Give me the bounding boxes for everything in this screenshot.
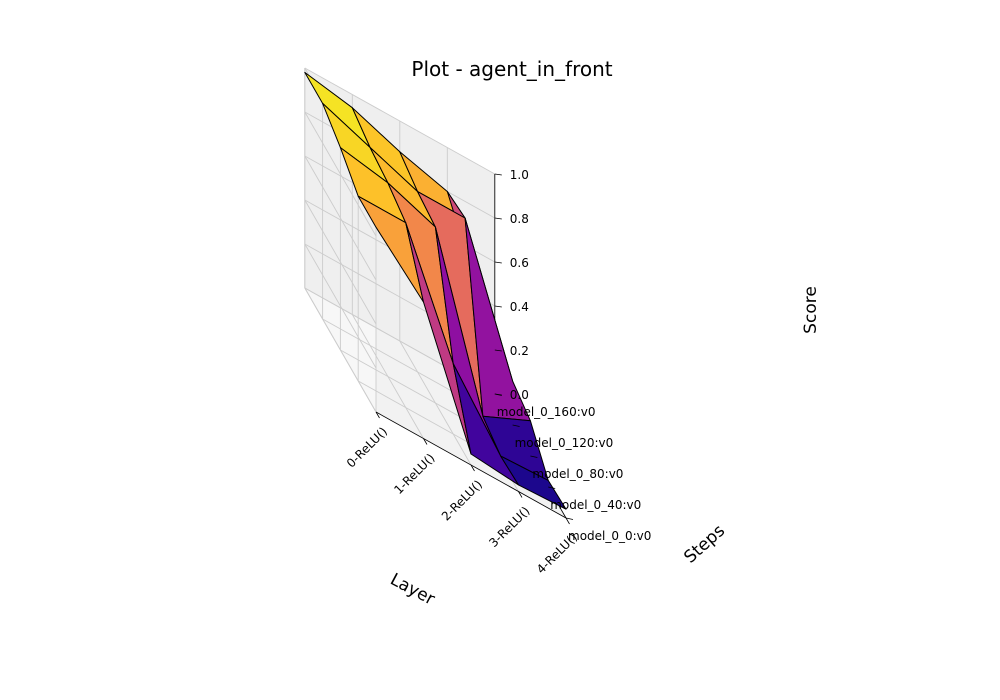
z-tick-mark <box>494 349 502 352</box>
y-tick-label: model_0_160:v0 <box>497 405 596 419</box>
x-tick-mark <box>375 411 380 419</box>
surface-face <box>500 455 567 510</box>
z-tick-label: 1.0 <box>510 168 529 182</box>
y-tick-mark <box>565 517 574 520</box>
y-tick-label: model_0_80:v0 <box>532 467 623 481</box>
z-tick-label: 0.8 <box>510 212 529 226</box>
x-tick-mark <box>423 438 428 445</box>
z-axis-label: Score <box>801 286 821 334</box>
y-tick-label: model_0_0:v0 <box>568 529 651 543</box>
z-tick-mark <box>494 261 502 264</box>
back-grid-line <box>304 67 496 175</box>
y-tick-mark <box>548 486 556 489</box>
x-tick-mark <box>565 517 570 525</box>
x-tick-label: 1-ReLU() <box>391 451 437 497</box>
surface-mesh <box>304 71 567 510</box>
z-tick-label: 0.6 <box>510 256 529 270</box>
y-axis-label: Steps <box>680 521 729 568</box>
side-grid-line <box>304 199 377 325</box>
z-tick-mark <box>494 173 502 176</box>
side-grid-line <box>304 155 377 281</box>
x-tick-mark <box>518 491 523 498</box>
z-tick-mark <box>494 305 502 308</box>
z-tick-mark <box>494 217 502 220</box>
x-tick-label: 3-ReLU() <box>486 504 532 550</box>
y-tick-mark <box>530 455 538 458</box>
x-tick-label: 2-ReLU() <box>439 477 485 523</box>
z-tick-mark <box>494 393 502 396</box>
x-tick-label: 0-ReLU() <box>344 424 390 470</box>
chart-title: Plot - agent_in_front <box>411 57 612 81</box>
x-axis-label: Layer <box>387 570 438 610</box>
z-tick-label: 0.0 <box>510 388 529 402</box>
y-tick-label: model_0_40:v0 <box>550 498 641 512</box>
side-grid-line <box>304 243 377 369</box>
x-tick-mark <box>470 464 475 472</box>
y-tick-mark <box>512 424 520 427</box>
side-grid-line <box>304 287 377 413</box>
z-tick-label: 0.4 <box>510 300 529 314</box>
z-tick-label: 0.2 <box>510 344 529 358</box>
y-tick-label: model_0_120:v0 <box>515 436 614 450</box>
side-grid-line <box>304 111 377 237</box>
